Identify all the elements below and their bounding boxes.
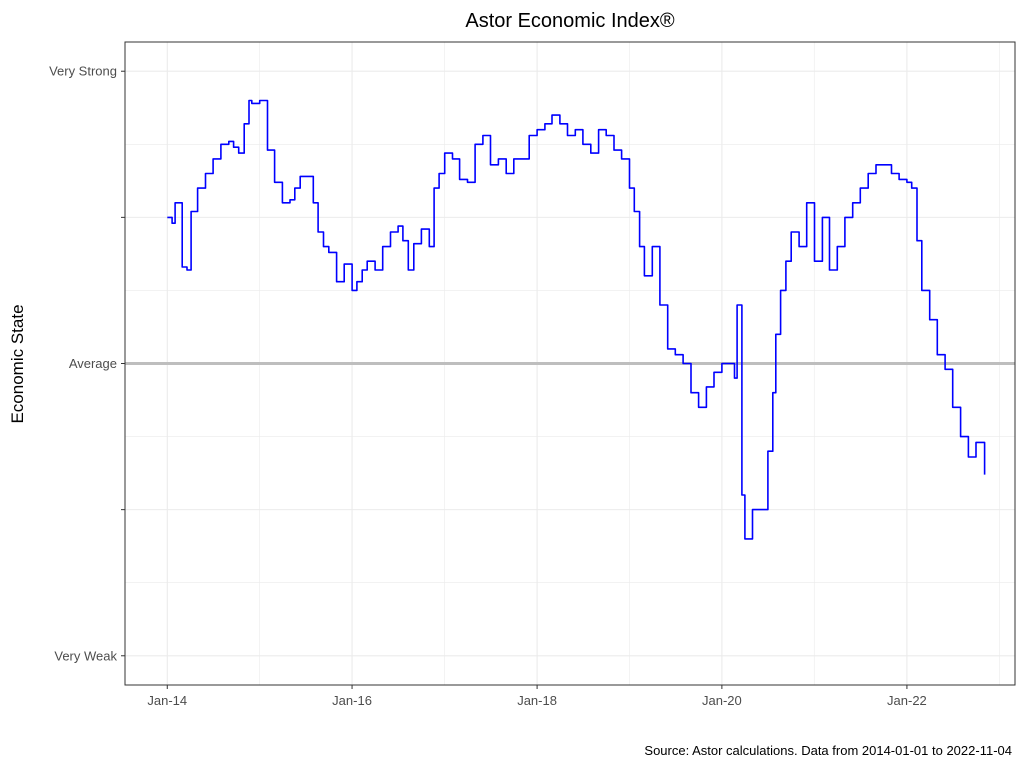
- y-axis: Very Strong Average Very Weak: [49, 64, 125, 663]
- source-caption: Source: Astor calculations. Data from 20…: [644, 743, 1012, 758]
- x-axis: Jan-14 Jan-16 Jan-18 Jan-20 Jan-22: [147, 685, 927, 708]
- chart-title: Astor Economic Index®: [465, 10, 675, 32]
- y-axis-title: Economic State: [8, 304, 27, 423]
- y-tick-label: Very Weak: [54, 648, 117, 663]
- x-tick-label: Jan-18: [517, 693, 557, 708]
- x-tick-label: Jan-16: [332, 693, 372, 708]
- y-tick-label: Very Strong: [49, 64, 117, 79]
- x-tick-label: Jan-20: [702, 693, 742, 708]
- x-tick-label: Jan-14: [147, 693, 187, 708]
- series-line: [167, 99, 986, 540]
- x-tick-label: Jan-22: [887, 693, 927, 708]
- y-tick-label: Average: [69, 356, 117, 371]
